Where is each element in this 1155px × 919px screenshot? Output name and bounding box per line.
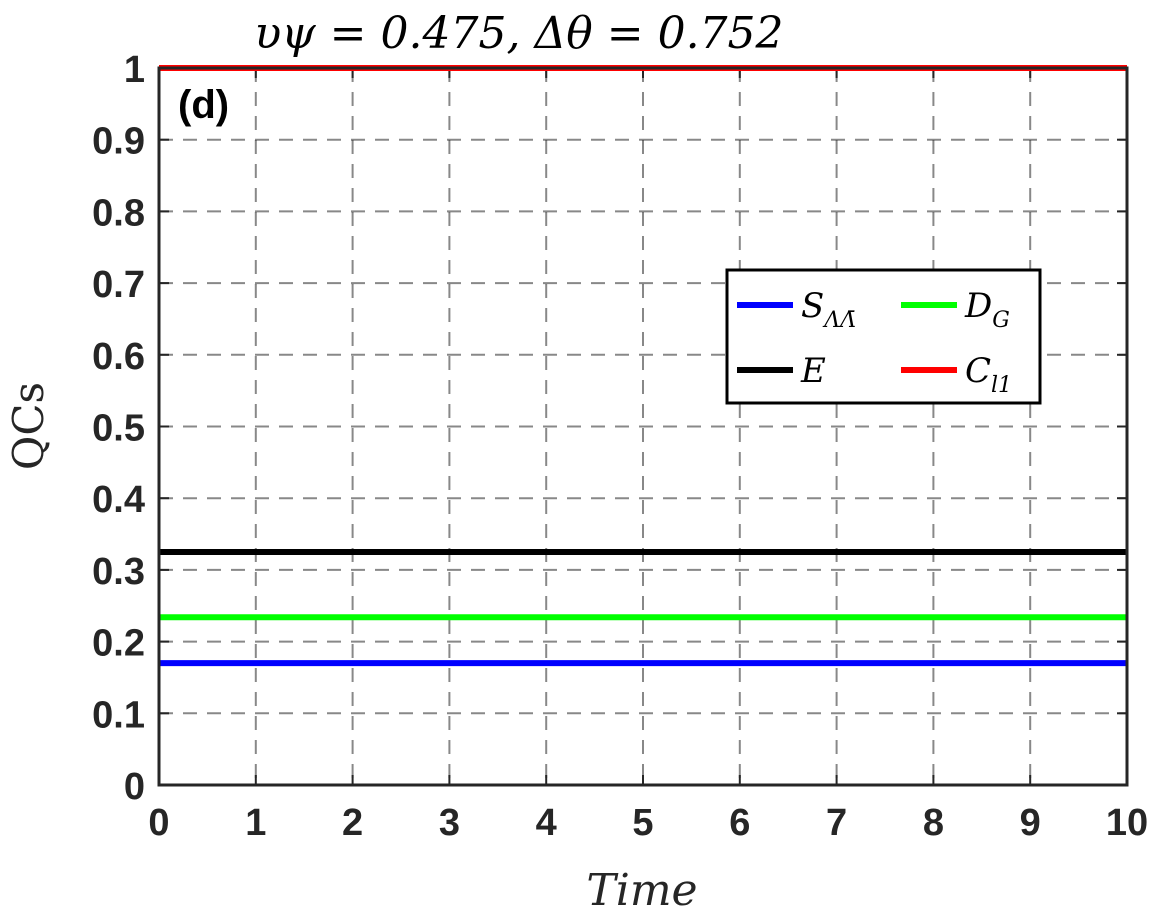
x-tick-label: 1: [245, 802, 266, 844]
y-tick-label: 0.7: [92, 264, 145, 306]
x-tick-label: 5: [632, 802, 653, 844]
y-tick-label: 0.4: [92, 479, 145, 521]
y-tick-label: 0.5: [92, 408, 145, 450]
x-tick-label: 3: [439, 802, 460, 844]
legend: SΛΛ̄ DG E Cl1: [725, 268, 1042, 405]
y-tick-label: 0: [124, 766, 145, 808]
y-tick-label: 0.3: [92, 551, 145, 593]
x-tick-label: 2: [342, 802, 363, 844]
y-tick-label: 0.9: [92, 121, 145, 163]
panel-label: (d): [178, 83, 229, 127]
y-tick-label: 0.1: [92, 694, 145, 736]
x-tick-label: 9: [1020, 802, 1041, 844]
x-tick-label: 0: [148, 802, 169, 844]
y-axis-label: QCs: [4, 382, 53, 470]
y-tick-label: 1: [124, 49, 145, 91]
x-tick-label: 8: [923, 802, 944, 844]
x-tick-label: 4: [536, 802, 557, 844]
legend-label: SΛΛ̄: [801, 286, 856, 333]
x-tick-labels: 0 1 2 3 4 5 6 7 8 9 10: [148, 802, 1148, 844]
legend-label: E: [800, 351, 826, 391]
legend-box: [725, 268, 1042, 405]
x-tick-label: 7: [826, 802, 847, 844]
y-tick-labels: 0 0.1 0.2 0.3 0.4 0.5 0.6 0.7 0.8 0.9 1: [92, 49, 145, 808]
x-axis-label: Time: [586, 865, 697, 916]
grid: [159, 68, 1127, 785]
legend-label: DG: [964, 286, 1010, 333]
y-tick-label: 0.8: [92, 192, 145, 234]
legend-label: Cl1: [965, 351, 1012, 398]
y-tick-label: 0.6: [92, 336, 145, 378]
y-tick-label: 0.2: [92, 623, 145, 665]
chart-title: υψ = 0.475, Δθ = 0.752: [254, 8, 783, 59]
x-tick-label: 10: [1106, 802, 1148, 844]
plot-frame: [157, 66, 1129, 787]
legend-entries: SΛΛ̄ DG E Cl1: [737, 286, 1012, 398]
x-tick-label: 6: [729, 802, 750, 844]
